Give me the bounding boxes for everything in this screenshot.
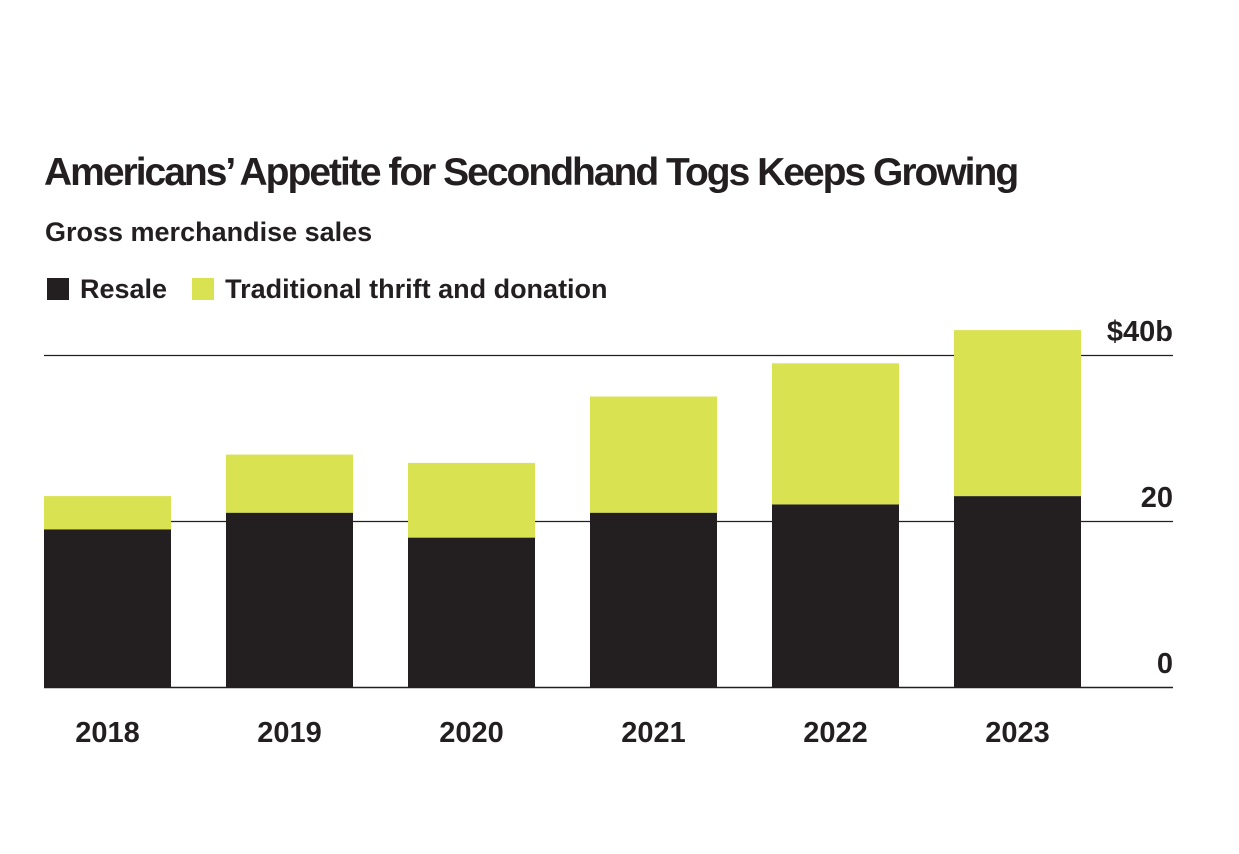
bar-resale-2019	[226, 512, 353, 687]
legend-swatch-resale	[47, 278, 69, 301]
y-tick-label-20: 20	[1141, 482, 1173, 514]
bars	[44, 330, 1081, 687]
x-tick-label-2019: 2019	[257, 717, 322, 749]
bar-resale-2021	[590, 512, 717, 687]
chart-title: Americans’ Appetite for Secondhand Togs …	[44, 151, 1019, 194]
x-tick-label-2022: 2022	[803, 717, 868, 749]
y-tick-label-40b: $40b	[1107, 316, 1173, 348]
x-tick-label-2021: 2021	[621, 717, 686, 749]
bar-resale-2020	[408, 537, 535, 687]
x-tick-label-2018: 2018	[75, 717, 140, 749]
axes: 2018 2019 2020 2021 2022 2023 0 20 $40b	[44, 316, 1173, 749]
x-tick-label-2023: 2023	[985, 717, 1050, 749]
bar-traditional-thrift-and-donation-2023	[954, 330, 1081, 497]
x-tick-label-2020: 2020	[439, 717, 504, 749]
bar-traditional-thrift-and-donation-2022	[772, 363, 899, 505]
legend: Resale Traditional thrift and donation	[47, 273, 633, 305]
legend-label-thrift: Traditional thrift and donation	[225, 274, 608, 304]
legend-item-resale: Resale	[47, 273, 167, 305]
y-tick-label-0: 0	[1157, 648, 1173, 680]
chart-subtitle: Gross merchandise sales	[45, 217, 373, 247]
bar-traditional-thrift-and-donation-2021	[590, 396, 717, 513]
legend-label-resale: Resale	[80, 274, 168, 304]
bar-traditional-thrift-and-donation-2020	[408, 462, 535, 538]
bar-traditional-thrift-and-donation-2019	[226, 454, 353, 513]
bar-resale-2023	[954, 496, 1081, 687]
bar-resale-2022	[772, 504, 899, 687]
bar-resale-2018	[44, 529, 171, 687]
bar-traditional-thrift-and-donation-2018	[44, 496, 171, 530]
legend-item-thrift: Traditional thrift and donation	[192, 273, 608, 305]
legend-swatch-thrift	[192, 278, 215, 301]
